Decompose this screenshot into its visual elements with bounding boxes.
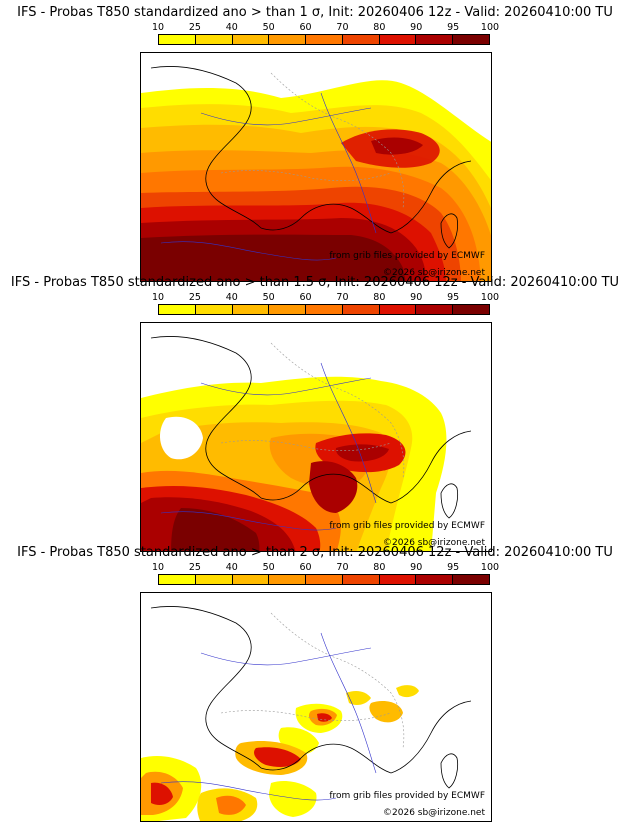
colorbar-swatch bbox=[195, 305, 233, 314]
tick-label: 95 bbox=[447, 562, 460, 573]
copyright: ©2026 sb@irizone.net bbox=[383, 808, 485, 818]
colorbar bbox=[158, 574, 490, 585]
tick-label: 80 bbox=[373, 22, 386, 33]
colorbar-ticks: 10 25 40 50 60 70 80 90 95 100 bbox=[152, 22, 499, 33]
tick-label: 60 bbox=[299, 22, 312, 33]
panel-1p5sigma: IFS - Probas T850 standardized ano > tha… bbox=[0, 275, 630, 552]
colorbar-swatch bbox=[453, 305, 490, 314]
colorbar-swatch bbox=[416, 35, 454, 44]
tick-label: 80 bbox=[373, 562, 386, 573]
colorbar-swatch bbox=[416, 575, 454, 584]
tick-label: 40 bbox=[225, 22, 238, 33]
probability-map: from grib files provided by ECMWF ©2026 … bbox=[140, 592, 492, 822]
colorbar-swatch bbox=[379, 575, 417, 584]
probability-map: from grib files provided by ECMWF ©2026 … bbox=[140, 322, 492, 552]
tick-label: 80 bbox=[373, 292, 386, 303]
colorbar bbox=[158, 34, 490, 45]
tick-label: 70 bbox=[336, 562, 349, 573]
data-credit: from grib files provided by ECMWF bbox=[329, 251, 485, 261]
colorbar-swatch bbox=[379, 305, 417, 314]
colorbar-swatch bbox=[232, 35, 270, 44]
colorbar-swatch bbox=[306, 305, 343, 314]
tick-label: 90 bbox=[410, 562, 423, 573]
tick-label: 25 bbox=[188, 562, 201, 573]
panel-title: IFS - Probas T850 standardized ano > tha… bbox=[17, 5, 613, 20]
map-basemap-icon bbox=[141, 66, 491, 281]
colorbar-swatch bbox=[269, 35, 307, 44]
colorbar-swatch bbox=[306, 35, 343, 44]
tick-label: 10 bbox=[151, 292, 165, 303]
colorbar-swatch bbox=[416, 305, 454, 314]
tick-label: 100 bbox=[480, 562, 500, 573]
colorbar-swatch bbox=[453, 575, 490, 584]
colorbar-swatch bbox=[195, 35, 233, 44]
tick-label: 10 bbox=[151, 562, 165, 573]
colorbar-swatch bbox=[159, 35, 196, 44]
panel-title: IFS - Probas T850 standardized ano > tha… bbox=[10, 275, 620, 290]
tick-label: 60 bbox=[299, 292, 312, 303]
data-credit: from grib files provided by ECMWF bbox=[329, 521, 485, 531]
colorbar-swatch bbox=[269, 305, 307, 314]
tick-label: 60 bbox=[299, 562, 312, 573]
tick-label: 90 bbox=[410, 292, 423, 303]
copyright: ©2026 sb@irizone.net bbox=[383, 538, 485, 548]
colorbar-swatch bbox=[159, 575, 196, 584]
tick-label: 95 bbox=[447, 22, 460, 33]
tick-label: 25 bbox=[188, 22, 201, 33]
colorbar-swatch bbox=[342, 35, 380, 44]
colorbar-swatch bbox=[232, 575, 270, 584]
colorbar-swatch bbox=[195, 575, 233, 584]
tick-label: 95 bbox=[447, 292, 460, 303]
colorbar bbox=[158, 304, 490, 315]
tick-label: 50 bbox=[262, 22, 275, 33]
colorbar-swatch bbox=[306, 575, 343, 584]
probability-map: from grib files provided by ECMWF ©2026 … bbox=[140, 52, 492, 282]
colorbar-swatch bbox=[159, 305, 196, 314]
tick-label: 50 bbox=[262, 562, 275, 573]
tick-label: 70 bbox=[336, 22, 349, 33]
tick-label: 90 bbox=[410, 22, 423, 33]
colorbar-ticks: 10 25 40 50 60 70 80 90 95 100 bbox=[152, 292, 499, 303]
colorbar-swatch bbox=[269, 575, 307, 584]
tick-label: 100 bbox=[480, 22, 500, 33]
tick-label: 70 bbox=[336, 292, 349, 303]
copyright: ©2026 sb@irizone.net bbox=[383, 268, 485, 278]
panel-title: IFS - Probas T850 standardized ano > tha… bbox=[17, 545, 613, 560]
colorbar-swatch bbox=[342, 575, 380, 584]
tick-label: 50 bbox=[262, 292, 275, 303]
colorbar-swatch bbox=[379, 35, 417, 44]
tick-label: 40 bbox=[225, 292, 238, 303]
map-basemap-icon bbox=[141, 336, 472, 551]
colorbar-swatch bbox=[232, 305, 270, 314]
colorbar-ticks: 10 25 40 50 60 70 80 90 95 100 bbox=[152, 562, 499, 573]
panel-1sigma: IFS - Probas T850 standardized ano > tha… bbox=[0, 5, 630, 282]
map-basemap-icon bbox=[141, 606, 472, 821]
tick-label: 100 bbox=[480, 292, 500, 303]
colorbar-swatch bbox=[453, 35, 490, 44]
tick-label: 40 bbox=[225, 562, 238, 573]
tick-label: 10 bbox=[151, 22, 165, 33]
data-credit: from grib files provided by ECMWF bbox=[329, 791, 485, 801]
colorbar-swatch bbox=[342, 305, 380, 314]
tick-label: 25 bbox=[188, 292, 201, 303]
panel-2sigma: IFS - Probas T850 standardized ano > tha… bbox=[0, 545, 630, 822]
